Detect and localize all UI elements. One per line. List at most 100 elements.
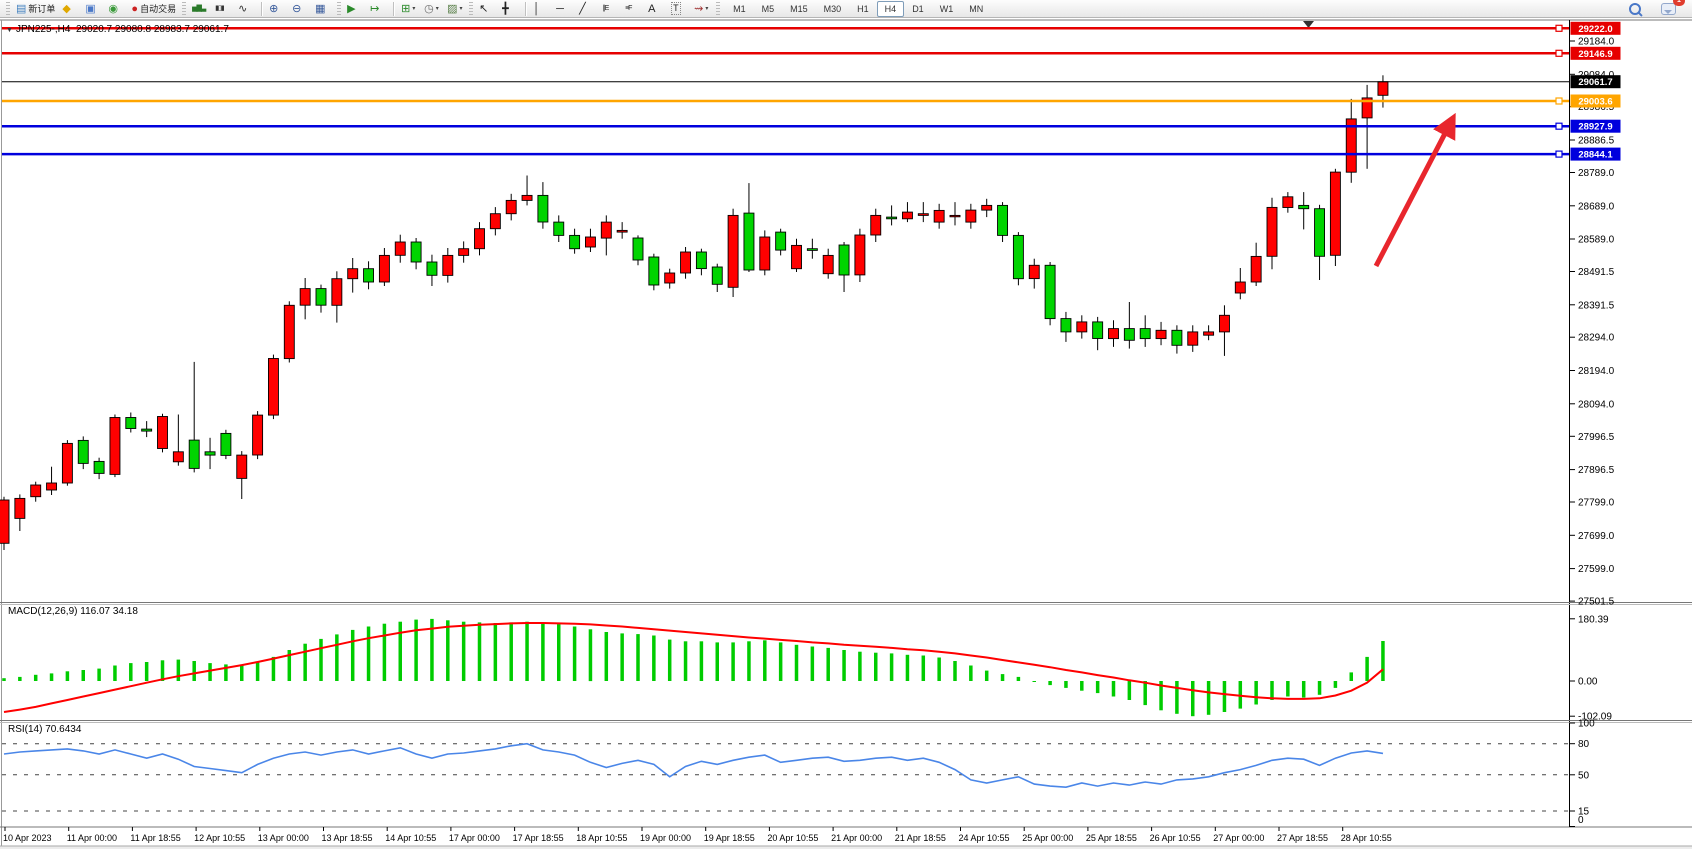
dropdown-caret-icon: ▾	[705, 6, 709, 12]
chart-frame	[0, 19, 1692, 849]
auto-trading-button[interactable]: ● 自动交易	[128, 0, 179, 18]
equidistant-channel-icon[interactable]: ∥E	[599, 0, 621, 18]
svg-text:28789.0: 28789.0	[1578, 168, 1615, 179]
timeframe-d1[interactable]: D1	[912, 3, 924, 14]
time-axis[interactable]: 10 Apr 2023 11 Apr 00:00 11 Apr 18:55 12 Ap…	[3, 827, 1392, 843]
svg-text:28886.5: 28886.5	[1578, 136, 1615, 147]
crosshair-icon-glyph: ╋	[502, 2, 509, 15]
chart-shift-icon[interactable]: ↦	[367, 0, 389, 18]
arrows-icon[interactable]: ⇝ ▾	[691, 0, 713, 18]
auto-trading-button-label: 自动交易	[140, 4, 177, 14]
navigator-icon-glyph: ◉	[108, 2, 119, 15]
horizontal-line-icon[interactable]: ─	[553, 0, 575, 18]
cursor-icon[interactable]: ↖	[476, 0, 498, 18]
svg-text:25 Apr 00:00: 25 Apr 00:00	[1022, 833, 1073, 843]
text-icon[interactable]: A	[645, 0, 667, 18]
templates-icon[interactable]: ▨ ▾	[444, 0, 466, 18]
periods-icon-glyph: ◷	[424, 2, 434, 15]
svg-text:28 Apr 10:55: 28 Apr 10:55	[1341, 833, 1392, 843]
data-window-icon[interactable]: ▣	[82, 0, 104, 18]
tile-windows-icon[interactable]: ▦	[312, 0, 334, 18]
toolbar-separator	[261, 1, 263, 16]
svg-text:28986.5: 28986.5	[1578, 102, 1615, 113]
search-button[interactable]	[1626, 0, 1648, 18]
periods-icon[interactable]: ◷ ▾	[421, 0, 443, 18]
timeframe-h4[interactable]: H4	[876, 0, 905, 17]
symbol-dropdown-icon[interactable]: ▼	[6, 27, 13, 34]
svg-text:18 Apr 10:55: 18 Apr 10:55	[576, 833, 627, 843]
svg-text:21 Apr 00:00: 21 Apr 00:00	[831, 833, 882, 843]
candles-layer	[0, 75, 1389, 550]
tile-windows-icon-glyph: ▦	[315, 2, 326, 15]
notifications-button[interactable]: 1	[1658, 0, 1685, 18]
market-watch-icon-glyph: ◆	[62, 2, 71, 15]
text-label-icon[interactable]: T	[668, 0, 690, 18]
timeframe-mn[interactable]: MN	[969, 3, 984, 14]
svg-text:20 Apr 10:55: 20 Apr 10:55	[767, 833, 818, 843]
new-order-button-label: 新订单	[28, 4, 56, 14]
chart-canvas[interactable]: 29184.029084.028986.528886.528789.028689…	[0, 19, 1692, 849]
svg-text:17 Apr 00:00: 17 Apr 00:00	[449, 833, 500, 843]
svg-text:27 Apr 00:00: 27 Apr 00:00	[1213, 833, 1264, 843]
arrows-icon-glyph: ⇝	[694, 2, 704, 15]
text-label-icon-glyph: T	[671, 2, 681, 15]
svg-text:17 Apr 18:55: 17 Apr 18:55	[513, 833, 564, 843]
equidistant-channel-icon-glyph: ∥E	[602, 4, 609, 12]
svg-text:28491.5: 28491.5	[1578, 267, 1615, 278]
timeframe-m1[interactable]: M1	[733, 3, 746, 14]
svg-text:29184.0: 29184.0	[1578, 37, 1615, 48]
toolbar-separator	[525, 1, 527, 16]
navigator-icon[interactable]: ◉	[105, 0, 127, 18]
new-chart-icon-glyph: ⊞	[401, 2, 411, 15]
svg-text:27799.0: 27799.0	[1578, 498, 1615, 509]
svg-text:28294.0: 28294.0	[1578, 333, 1615, 344]
svg-text:11 Apr 18:55: 11 Apr 18:55	[130, 833, 180, 843]
dropdown-caret-icon: ▾	[459, 6, 463, 12]
candlestick-chart-icon[interactable]: ▮▯▮	[212, 0, 234, 18]
toolbar-grip[interactable]	[716, 1, 721, 16]
svg-text:25 Apr 18:55: 25 Apr 18:55	[1086, 833, 1137, 843]
toolbar-grip[interactable]	[6, 1, 10, 16]
price-axis[interactable]: 29184.029084.028986.528886.528789.028689…	[1569, 21, 1621, 608]
timeframe-m5[interactable]: M5	[761, 3, 775, 14]
svg-text:28927.9: 28927.9	[1578, 122, 1612, 133]
bar-chart-icon[interactable]: ▅▇▃	[189, 0, 211, 18]
toolbar-grip[interactable]	[469, 1, 474, 16]
toolbar-grip[interactable]	[337, 1, 342, 16]
search-icon	[1629, 2, 1641, 15]
trendline-icon-glyph: ╱	[579, 2, 586, 15]
svg-text:27501.5: 27501.5	[1578, 597, 1615, 608]
svg-text:-102.09: -102.09	[1578, 712, 1612, 723]
svg-text:19 Apr 00:00: 19 Apr 00:00	[640, 833, 691, 843]
timeframe-m30[interactable]: M30	[823, 3, 842, 14]
trendline-icon[interactable]: ╱	[576, 0, 598, 18]
vertical-line-icon[interactable]: │	[530, 0, 552, 18]
candlestick-chart-icon-glyph: ▮▯▮	[215, 4, 225, 12]
horizontal-line-icon-glyph: ─	[556, 2, 564, 15]
timeframe-w1[interactable]: W1	[939, 3, 954, 14]
timeframe-m15[interactable]: M15	[790, 3, 808, 14]
notification-badge: 1	[1673, 0, 1685, 6]
zoom-out-icon[interactable]: ⊖	[289, 0, 311, 18]
svg-text:28844.1: 28844.1	[1578, 150, 1613, 161]
svg-text:80: 80	[1578, 739, 1590, 750]
market-watch-icon[interactable]: ◆	[59, 0, 81, 18]
zoom-in-icon[interactable]: ⊕	[266, 0, 288, 18]
toolbar-grip[interactable]	[182, 1, 187, 16]
text-icon-glyph: A	[648, 2, 656, 15]
svg-text:13 Apr 18:55: 13 Apr 18:55	[322, 833, 373, 843]
new-chart-icon[interactable]: ⊞ ▾	[398, 0, 420, 18]
level-lines[interactable]	[2, 24, 1569, 158]
toolbar-right: 1	[1626, 0, 1688, 18]
line-chart-icon[interactable]: ∿	[235, 0, 257, 18]
trend-arrow[interactable]	[1373, 112, 1456, 268]
fibonacci-icon[interactable]: ≡F	[622, 0, 644, 18]
svg-text:50: 50	[1578, 770, 1590, 781]
zoom-in-icon-glyph: ⊕	[269, 2, 279, 15]
crosshair-icon[interactable]: ╋	[499, 0, 521, 18]
timeframe-h1[interactable]: H1	[857, 3, 869, 14]
auto-scroll-icon[interactable]: ▶	[344, 0, 366, 18]
svg-text:19 Apr 18:55: 19 Apr 18:55	[704, 833, 755, 843]
new-order-button[interactable]: ▤ 新订单	[13, 0, 58, 18]
